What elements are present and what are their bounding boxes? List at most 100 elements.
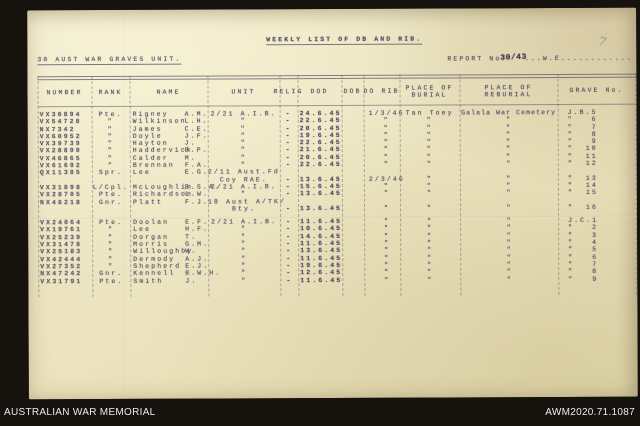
cell-dod: 11.6.45 — [300, 276, 343, 284]
grave-prefix: " — [568, 246, 575, 254]
column-header-unit: UNIT — [231, 88, 256, 96]
grave-prefix: " — [568, 203, 575, 211]
document-page: WEEKLY LIST OF DB AND RIB. 30 AUST WAR G… — [27, 7, 638, 400]
initials: E.G. — [184, 168, 209, 177]
cell-number: QX11385 — [39, 169, 82, 177]
initials: F.J. — [184, 198, 210, 206]
surname: Dorgan — [133, 233, 170, 241]
cell-relig: - — [286, 262, 293, 270]
grave-prefix: " — [567, 145, 574, 153]
grave-number: 16 — [585, 203, 599, 211]
unit-line-2: Bty. — [231, 205, 257, 213]
footer-institution: AUSTRALIAN WAR MEMORIAL — [4, 407, 156, 418]
cell-relig: - — [285, 117, 292, 125]
surname: Lee — [133, 226, 152, 234]
cell-rank: Gnr. — [98, 198, 124, 206]
report-suffix: ...W.E............ — [524, 54, 633, 63]
column-header-name: NAME — [156, 89, 181, 97]
grave-number: 7 — [591, 123, 598, 131]
grave-prefix: " — [567, 152, 574, 160]
cell-relig: - — [285, 205, 293, 213]
initials: W. — [185, 247, 198, 255]
cell-relig: - — [285, 183, 292, 191]
grave-prefix: " — [568, 268, 575, 276]
cell-place-of-burial: " — [427, 276, 434, 284]
grave-prefix: " — [567, 116, 574, 124]
initials: H.F. — [185, 225, 210, 234]
initials: T. — [185, 233, 198, 241]
grave-number: 2 — [592, 224, 599, 232]
cell-relig: - — [285, 153, 292, 161]
column-header-rank: RANK — [98, 89, 123, 97]
grave-prefix: " — [567, 123, 574, 131]
cell-relig: - — [286, 240, 293, 248]
grave-number: 13 — [585, 174, 598, 182]
cell-number: NX46218 — [39, 198, 83, 206]
cell-relig: - — [285, 161, 292, 169]
table-row: NX46218 Gnr. Platt F.J. 18 Aust A/TK/Bty.… — [38, 196, 637, 213]
grave-number: 12 — [585, 159, 598, 167]
column-header-place-of-reburial: PLACE OF REBURIAL — [484, 83, 533, 99]
unit-heading: 30 AUST WAR GRAVES UNIT. — [37, 55, 182, 66]
surname: Dermody — [133, 255, 176, 263]
footer-accession-number: AWM2020.71.1087 — [545, 407, 635, 418]
document-title: WEEKLY LIST OF DB AND RIB. — [266, 35, 423, 46]
cell-name: Smith J. — [133, 277, 213, 285]
cell-unit: " — [208, 277, 280, 285]
cell-relig: - — [285, 110, 292, 118]
cell-relig: - — [286, 276, 293, 284]
grave-prefix: " — [568, 253, 575, 261]
grave-prefix: " — [567, 189, 574, 197]
cell-relig: - — [285, 146, 292, 154]
unit-line-1: 2/11 Aust.Fd — [207, 168, 280, 176]
column-header-dod: DOD — [310, 88, 329, 96]
column-header-number: NUMBER — [46, 89, 83, 97]
unit-line-1: " — [241, 276, 248, 284]
cell-place-of-reburial: " — [506, 275, 512, 283]
table-body: VX30894 Pte. Rigney A.M. 2/21 A.I.B. - 24… — [38, 109, 638, 285]
grave-number: 10 — [585, 145, 598, 153]
cell-relig: - — [285, 139, 292, 147]
unit-line-1: 18 Aust A/TK/ — [207, 197, 287, 206]
cell-relig: - — [286, 254, 293, 262]
surname: Lee — [132, 169, 151, 177]
cell-place-of-burial: " — [426, 204, 434, 212]
grave-number: 15 — [585, 189, 598, 197]
cell-relig: - — [285, 190, 292, 198]
grave-prefix: " — [568, 231, 575, 239]
initials: C.E. — [184, 125, 209, 133]
surname: Wilkinson — [132, 117, 187, 126]
column-header-dob: DOB — [343, 88, 362, 96]
report-line: REPORT No30/43...W.E............ — [447, 52, 633, 63]
grave-number: 6 — [591, 116, 598, 124]
cell-relig: - — [285, 175, 292, 183]
column-header-do-rib: DO RIB — [363, 88, 400, 96]
pencil-mark: 7 — [595, 34, 609, 50]
table-row: VX31791 Pte. Smith J. " - 11.6.45 " " " "… — [38, 275, 637, 285]
cell-place-of-reburial: " — [506, 204, 512, 212]
grave-prefix: " — [568, 224, 575, 232]
initials: J. — [185, 277, 198, 285]
cell-name: Platt F.J. — [133, 198, 213, 206]
grave-number: 6 — [592, 253, 599, 261]
cell-relig: - — [286, 247, 293, 255]
grave-number: 9 — [592, 275, 599, 283]
grave-prefix: " — [567, 174, 574, 182]
cell-dod: 13.6.45 — [300, 204, 343, 213]
cell-unit: 18 Aust A/TK/Bty. — [207, 197, 287, 213]
cell-relig: - — [286, 269, 293, 277]
grave-prefix: " — [567, 160, 574, 168]
surname: Platt — [132, 198, 164, 206]
report-number-handwritten: 30/43 — [500, 52, 528, 63]
grave-number: 8 — [592, 268, 599, 276]
cell-relig: - — [286, 225, 293, 233]
column-header-grave-no: GRAVE No. — [569, 87, 624, 95]
cell-number: VX31791 — [40, 277, 83, 285]
grave-number: 5 — [592, 246, 599, 254]
surname: Kennell — [133, 269, 176, 278]
column-header-relig: RELIG — [273, 88, 304, 96]
cell-relig: - — [285, 132, 292, 140]
cell-name: Lee E.G. — [133, 169, 213, 177]
surname: James — [132, 125, 163, 133]
